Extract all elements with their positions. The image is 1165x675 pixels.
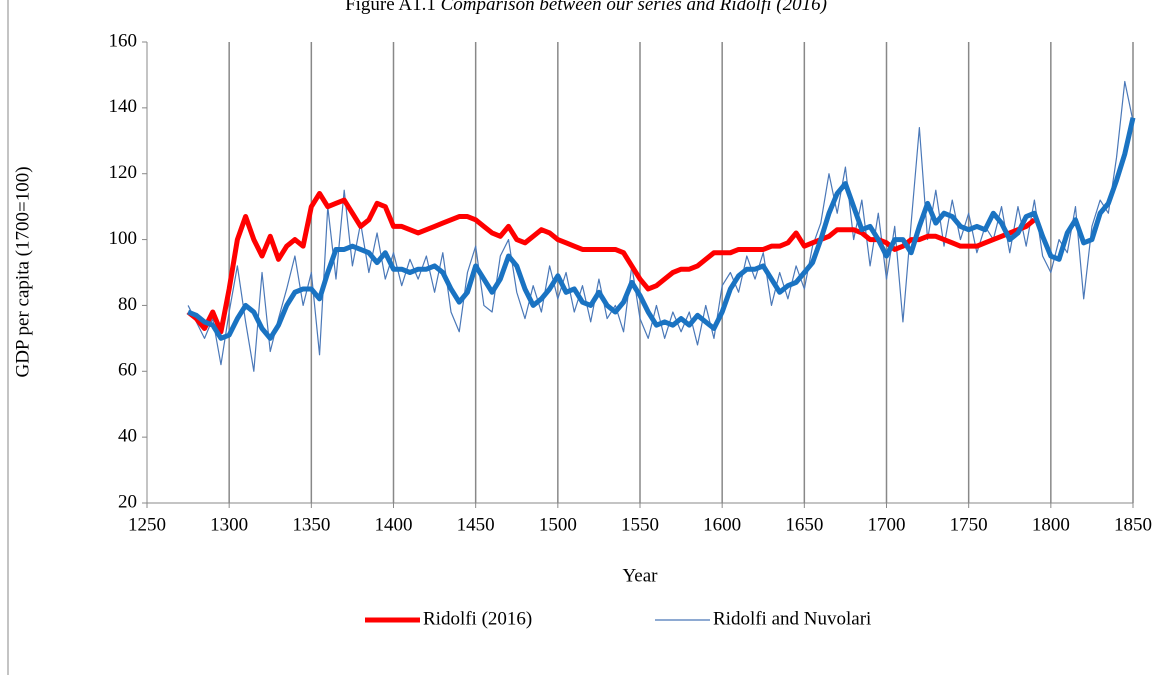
x-tick-label: 1800 <box>1032 514 1070 535</box>
y-tick-label: 120 <box>109 162 138 183</box>
line-series <box>187 80 1134 372</box>
y-tick-label: 40 <box>118 426 137 447</box>
y-tick-label: 100 <box>109 228 138 249</box>
y-tick-label: 140 <box>109 96 138 117</box>
x-tick-label: 1600 <box>703 514 741 535</box>
y-axis-label: GDP per capita (1700=100) <box>12 166 33 377</box>
x-tick-label: 1300 <box>210 514 248 535</box>
x-tick-label: 1250 <box>128 514 166 535</box>
chart-title: Figure A1.1 Comparison between our serie… <box>345 0 827 15</box>
y-tick-label: 80 <box>118 294 137 315</box>
y-tick-label: 160 <box>109 30 138 51</box>
x-tick-label: 1350 <box>292 514 330 535</box>
x-tick-label: 1650 <box>785 514 823 535</box>
y-tick-label: 60 <box>118 360 137 381</box>
legend-label: Ridolfi (2016) <box>423 608 532 629</box>
title-caption: Comparison between our series and Ridolf… <box>441 0 827 15</box>
line-series <box>187 117 1136 341</box>
x-tick-label: 1450 <box>457 514 495 535</box>
x-tick-label: 1850 <box>1114 514 1152 535</box>
line-series <box>186 190 1036 335</box>
x-tick-label: 1750 <box>950 514 988 535</box>
legend-label: Ridolfi and Nuvolari <box>713 608 871 629</box>
x-tick-label: 1700 <box>868 514 906 535</box>
x-tick-label: 1550 <box>621 514 659 535</box>
title-label: Figure A1.1 <box>345 0 436 15</box>
y-tick-label: 20 <box>118 491 137 512</box>
x-axis-label: Year <box>622 565 658 586</box>
x-tick-label: 1500 <box>539 514 577 535</box>
x-tick-label: 1400 <box>375 514 413 535</box>
